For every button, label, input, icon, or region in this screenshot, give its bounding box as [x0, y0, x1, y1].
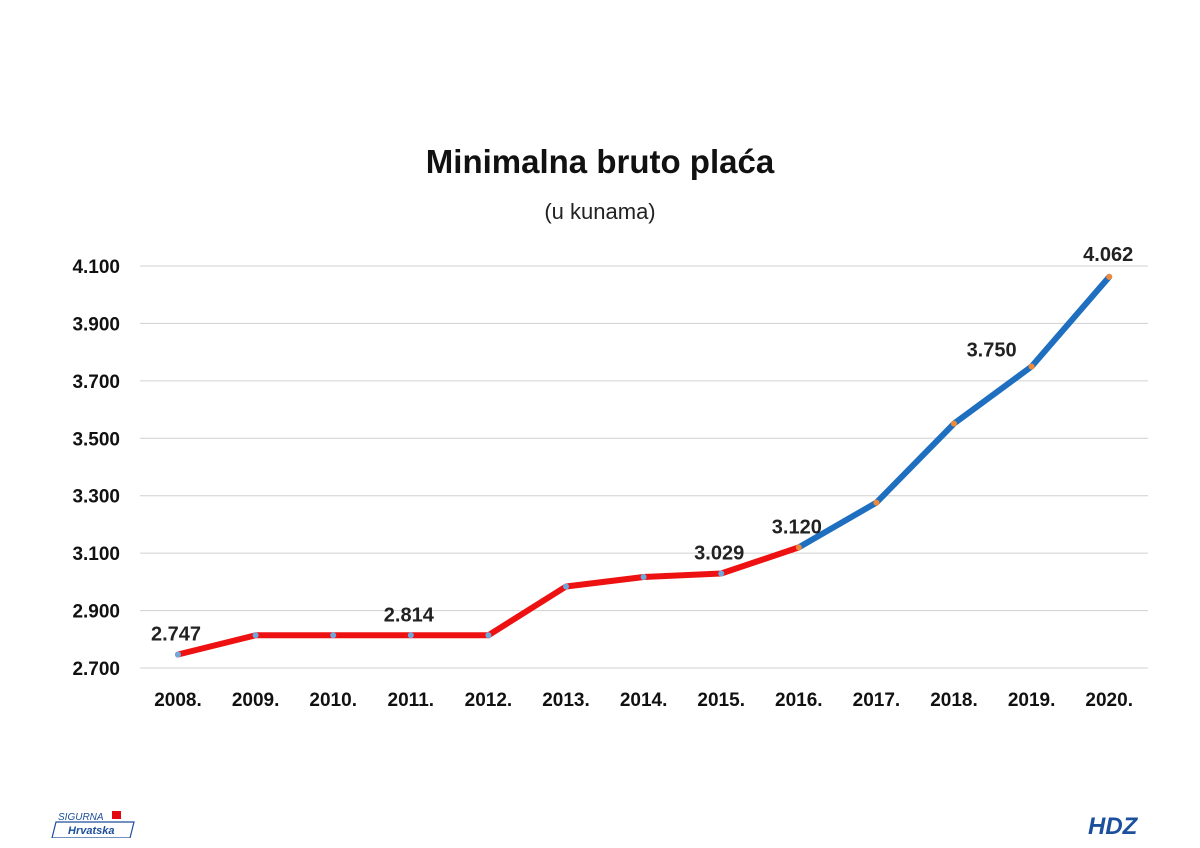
data-point [407, 632, 414, 639]
x-tick-label: 2011. [388, 690, 435, 711]
y-tick-label: 3.500 [72, 429, 120, 450]
hdz-logo: HDZ [1088, 813, 1139, 838]
data-point [1028, 363, 1035, 370]
data-point [873, 499, 880, 506]
sigurna-hrvatska-logo: SIGURNA Hrvatska [51, 811, 135, 838]
y-tick-label: 2.900 [72, 602, 120, 623]
x-tick-label: 2016. [775, 690, 823, 711]
x-tick-label: 2009. [232, 690, 280, 711]
data-point [1106, 273, 1113, 280]
data-point [795, 544, 802, 551]
x-tick-label: 2014. [620, 690, 668, 711]
data-point [485, 632, 492, 639]
x-tick-label: 2020. [1085, 690, 1133, 711]
y-tick-label: 3.300 [72, 487, 120, 508]
y-axis-tick-labels: 2.700 2.900 3.100 3.300 3.500 3.700 3.900 4.100 [72, 257, 120, 680]
data-labels: 2.747 2.814 3.029 3.120 3.750 4.062 [151, 244, 1133, 646]
data-label: 3.120 [772, 516, 822, 538]
data-label: 3.029 [694, 543, 744, 565]
y-tick-label: 3.700 [72, 372, 120, 393]
data-point-markers [175, 273, 1113, 658]
data-label: 4.062 [1083, 244, 1133, 266]
hdz-logo-text: HDZ [1088, 813, 1139, 838]
logo-text-bottom: Hrvatska [68, 825, 114, 837]
data-label: 2.747 [151, 624, 201, 646]
x-tick-label: 2008. [154, 690, 202, 711]
data-point [951, 420, 957, 427]
x-tick-label: 2010. [309, 690, 357, 711]
chart-subtitle: (u kunama) [544, 199, 656, 224]
chart-title: Minimalna bruto plaća [425, 143, 775, 180]
logo-text-top: SIGURNA [58, 812, 104, 823]
logo-flag-icon [112, 811, 121, 819]
data-point [718, 570, 725, 577]
data-point [640, 573, 647, 580]
data-point [175, 651, 181, 658]
y-tick-label: 2.700 [72, 659, 120, 680]
data-label: 3.750 [967, 340, 1017, 362]
y-tick-label: 3.900 [72, 314, 120, 335]
x-tick-label: 2015. [697, 690, 745, 711]
x-tick-label: 2012. [465, 690, 513, 711]
y-tick-label: 3.100 [72, 544, 120, 565]
x-tick-label: 2013. [542, 690, 590, 711]
x-axis-tick-labels: 2008. 2009. 2010. 2011. 2012. 2013. 2014. 2015.… [154, 690, 1133, 711]
x-tick-label: 2018. [930, 690, 978, 711]
x-tick-label: 2017. [853, 690, 901, 711]
x-tick-label: 2019. [1008, 690, 1056, 711]
data-point [330, 632, 337, 639]
data-label: 2.814 [384, 604, 435, 626]
series-lines [175, 273, 1113, 658]
series-line-late [795, 273, 1113, 551]
data-point [252, 632, 259, 639]
gridlines [140, 265, 1148, 669]
y-tick-label: 4.100 [72, 257, 120, 278]
logo-frame [51, 821, 135, 838]
data-point [563, 583, 569, 590]
